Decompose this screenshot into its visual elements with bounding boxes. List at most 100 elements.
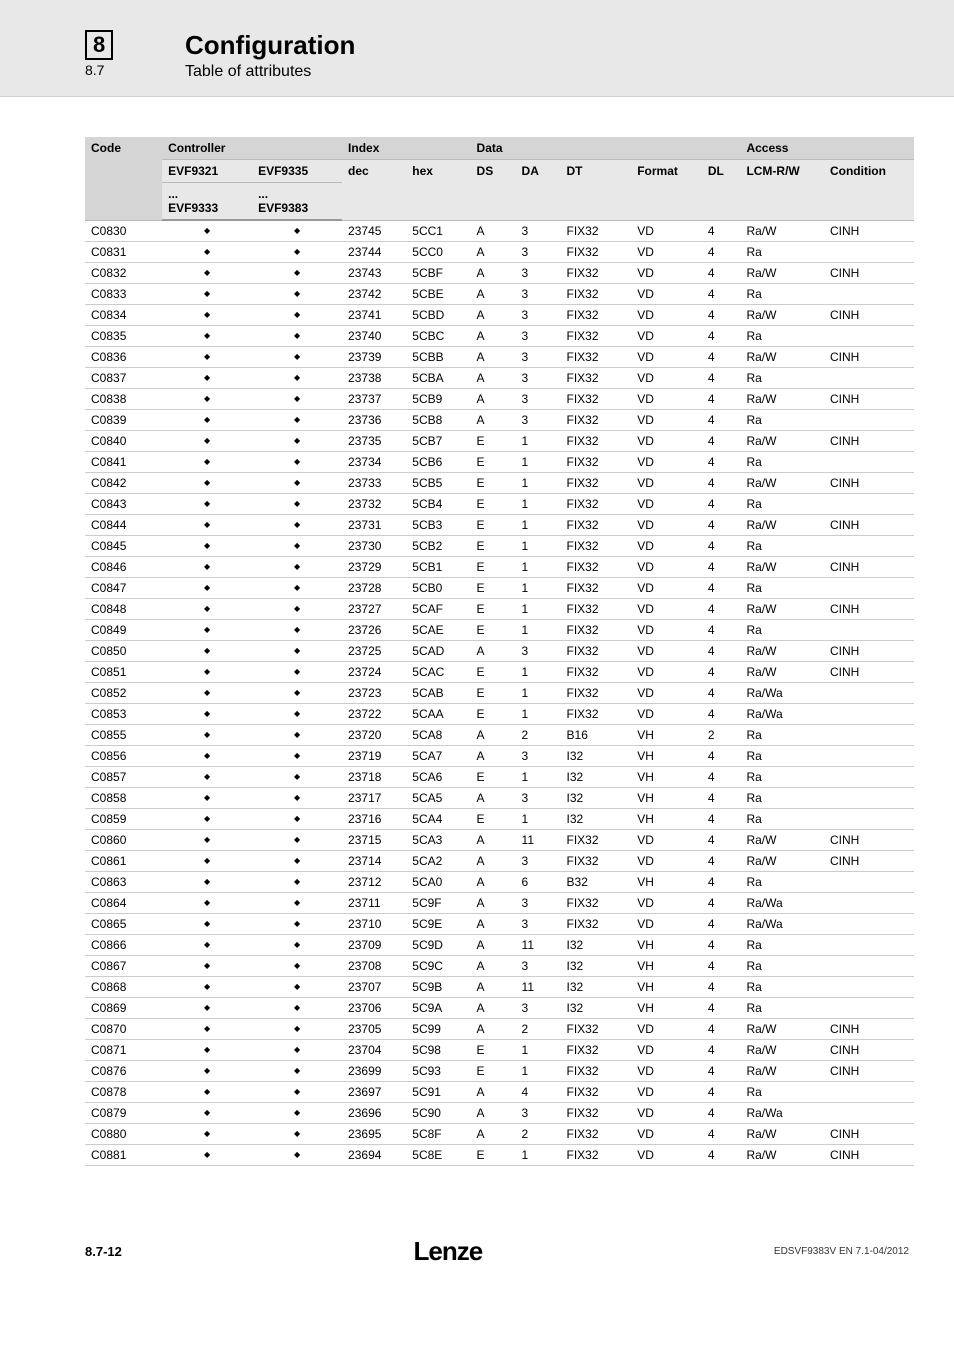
table-row: C0857◆◆237185CA6E1I32VH4Ra	[85, 766, 914, 787]
cell-fmt: VD	[631, 598, 702, 619]
cell-dl: 4	[702, 640, 741, 661]
cell-dec: 23741	[342, 304, 406, 325]
cell-lcm: Ra	[740, 997, 824, 1018]
col-ctrl2a: EVF9335	[252, 160, 342, 183]
col-code: Code	[85, 137, 162, 220]
cell-fmt: VH	[631, 976, 702, 997]
cell-ds: A	[471, 1018, 516, 1039]
cell-ctrl1: ◆	[162, 262, 252, 283]
cell-ds: E	[471, 493, 516, 514]
chapter-number: 8	[85, 30, 113, 60]
col-access: Access	[740, 137, 914, 160]
cell-code: C0832	[85, 262, 162, 283]
cell-lcm: Ra/Wa	[740, 682, 824, 703]
cell-dl: 4	[702, 472, 741, 493]
cell-code: C0849	[85, 619, 162, 640]
cell-dl: 4	[702, 997, 741, 1018]
cell-ctrl1: ◆	[162, 787, 252, 808]
cell-dec: 23716	[342, 808, 406, 829]
cell-lcm: Ra/W	[740, 829, 824, 850]
footer-page-number: 8.7-12	[85, 1244, 122, 1259]
cell-dt: FIX32	[561, 1144, 632, 1165]
cell-ds: A	[471, 955, 516, 976]
cell-ctrl1: ◆	[162, 1144, 252, 1165]
cell-ctrl2: ◆	[252, 1123, 342, 1144]
cell-dt: FIX32	[561, 577, 632, 598]
col-dec: dec	[342, 160, 406, 221]
cell-da: 1	[516, 451, 561, 472]
table-row: C0852◆◆237235CABE1FIX32VD4Ra/Wa	[85, 682, 914, 703]
cell-da: 1	[516, 682, 561, 703]
cell-fmt: VD	[631, 556, 702, 577]
cell-da: 6	[516, 871, 561, 892]
cell-code: C0867	[85, 955, 162, 976]
cell-ds: A	[471, 367, 516, 388]
cell-cond	[824, 955, 914, 976]
table-row: C0855◆◆237205CA8A2B16VH2Ra	[85, 724, 914, 745]
cell-ctrl1: ◆	[162, 892, 252, 913]
table-row: C0835◆◆237405CBCA3FIX32VD4Ra	[85, 325, 914, 346]
cell-dt: FIX32	[561, 892, 632, 913]
cell-ds: A	[471, 1102, 516, 1123]
table-row: C0849◆◆237265CAEE1FIX32VD4Ra	[85, 619, 914, 640]
cell-ctrl1: ◆	[162, 556, 252, 577]
cell-da: 2	[516, 1123, 561, 1144]
cell-ds: A	[471, 346, 516, 367]
cell-da: 3	[516, 787, 561, 808]
cell-dt: FIX32	[561, 1018, 632, 1039]
cell-fmt: VD	[631, 493, 702, 514]
cell-lcm: Ra/W	[740, 1060, 824, 1081]
table-row: C0844◆◆237315CB3E1FIX32VD4Ra/WCINH	[85, 514, 914, 535]
cell-dec: 23736	[342, 409, 406, 430]
cell-da: 3	[516, 262, 561, 283]
cell-ds: E	[471, 619, 516, 640]
cell-cond	[824, 409, 914, 430]
cell-lcm: Ra	[740, 787, 824, 808]
cell-fmt: VD	[631, 262, 702, 283]
cell-dec: 23739	[342, 346, 406, 367]
cell-ds: A	[471, 241, 516, 262]
cell-dec: 23737	[342, 388, 406, 409]
cell-lcm: Ra	[740, 577, 824, 598]
cell-dec: 23696	[342, 1102, 406, 1123]
cell-ctrl2: ◆	[252, 955, 342, 976]
table-row: C0838◆◆237375CB9A3FIX32VD4Ra/WCINH	[85, 388, 914, 409]
cell-lcm: Ra	[740, 934, 824, 955]
cell-fmt: VD	[631, 451, 702, 472]
cell-cond: CINH	[824, 598, 914, 619]
cell-da: 1	[516, 430, 561, 451]
cell-dl: 4	[702, 535, 741, 556]
cell-ctrl1: ◆	[162, 493, 252, 514]
cell-cond	[824, 703, 914, 724]
cell-fmt: VD	[631, 892, 702, 913]
cell-ctrl1: ◆	[162, 283, 252, 304]
cell-dl: 4	[702, 262, 741, 283]
col-data: Data	[471, 137, 741, 160]
cell-ds: E	[471, 766, 516, 787]
cell-ctrl1: ◆	[162, 577, 252, 598]
cell-dt: FIX32	[561, 535, 632, 556]
cell-lcm: Ra/W	[740, 640, 824, 661]
cell-dt: FIX32	[561, 598, 632, 619]
cell-da: 2	[516, 724, 561, 745]
cell-dt: FIX32	[561, 1039, 632, 1060]
cell-dt: I32	[561, 955, 632, 976]
cell-fmt: VD	[631, 1102, 702, 1123]
cell-hex: 5CBA	[406, 367, 470, 388]
cell-hex: 5CAF	[406, 598, 470, 619]
cell-lcm: Ra/W	[740, 1039, 824, 1060]
cell-ctrl2: ◆	[252, 577, 342, 598]
cell-code: C0868	[85, 976, 162, 997]
cell-cond	[824, 577, 914, 598]
cell-ctrl2: ◆	[252, 451, 342, 472]
cell-lcm: Ra/W	[740, 661, 824, 682]
cell-dl: 4	[702, 1102, 741, 1123]
cell-hex: 5CAB	[406, 682, 470, 703]
cell-fmt: VH	[631, 808, 702, 829]
cell-dt: FIX32	[561, 220, 632, 241]
cell-lcm: Ra/W	[740, 472, 824, 493]
cell-dl: 4	[702, 766, 741, 787]
cell-ctrl2: ◆	[252, 703, 342, 724]
cell-code: C0879	[85, 1102, 162, 1123]
cell-ctrl2: ◆	[252, 262, 342, 283]
